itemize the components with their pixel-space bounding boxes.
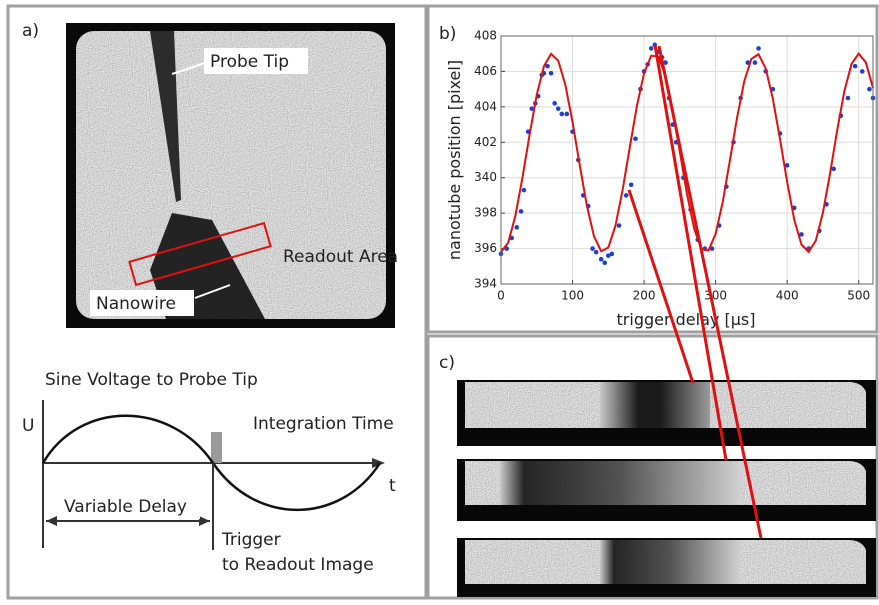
panel-frame bbox=[426, 4, 879, 334]
annotation: to Readout Image bbox=[222, 555, 374, 575]
data-point bbox=[548, 70, 554, 76]
data-point bbox=[552, 101, 557, 106]
panel-label: c) bbox=[439, 353, 455, 373]
image-label: Readout Area bbox=[283, 247, 398, 267]
axis-label: U bbox=[22, 416, 34, 436]
data-point bbox=[514, 225, 520, 230]
data-point bbox=[559, 111, 565, 117]
y-axis-label: nanotube position [pixel] bbox=[445, 60, 464, 260]
y-tick-label: 398 bbox=[474, 206, 497, 220]
panel-label: a) bbox=[22, 21, 39, 41]
data-point bbox=[623, 193, 629, 198]
data-point bbox=[598, 256, 604, 262]
y-tick-label: 408 bbox=[474, 29, 497, 43]
x-tick-label: 300 bbox=[704, 289, 727, 303]
x-axis-label: trigger delay [µs] bbox=[617, 310, 756, 329]
x-tick-label: 0 bbox=[497, 289, 505, 303]
image-label: Probe Tip bbox=[210, 52, 289, 72]
data-point bbox=[859, 69, 865, 74]
plot-border bbox=[500, 35, 874, 285]
annotation: Variable Delay bbox=[64, 497, 187, 517]
data-point bbox=[555, 106, 561, 111]
y-tick-label: 340 bbox=[474, 170, 497, 184]
x-tick-label: 200 bbox=[633, 289, 656, 303]
x-tick-label: 400 bbox=[776, 289, 799, 303]
y-tick-label: 406 bbox=[474, 64, 497, 78]
plot: 394 396 398 340 402 404 406 408 0 100 200 300 400 500 bbox=[474, 29, 876, 303]
y-tick-label: 394 bbox=[474, 277, 497, 291]
panel-label: b) bbox=[439, 24, 456, 44]
data-point bbox=[590, 246, 595, 251]
data-point bbox=[602, 260, 608, 266]
data-point bbox=[609, 251, 615, 257]
data-point bbox=[867, 86, 872, 92]
data-point bbox=[564, 111, 570, 117]
plot-area bbox=[500, 35, 874, 285]
fit-line bbox=[500, 52, 874, 254]
panel-frame bbox=[426, 334, 879, 600]
sem-image bbox=[66, 23, 395, 328]
schematic bbox=[41, 400, 385, 550]
data-point bbox=[606, 253, 611, 258]
image-label: Nanowire bbox=[96, 294, 176, 314]
x-tick-label: 100 bbox=[561, 289, 584, 303]
data-point bbox=[545, 63, 550, 69]
connector bbox=[627, 44, 763, 539]
annotation: Trigger bbox=[221, 530, 281, 550]
data-point bbox=[756, 46, 761, 51]
data-point bbox=[845, 95, 851, 101]
data-point bbox=[784, 163, 790, 168]
data-point bbox=[518, 209, 524, 214]
data-point bbox=[628, 182, 634, 188]
y-tick-label: 404 bbox=[474, 99, 497, 113]
data-point bbox=[709, 246, 715, 251]
data-point bbox=[663, 60, 668, 65]
axis-label: t bbox=[389, 476, 396, 496]
schematic-title: Sine Voltage to Probe Tip bbox=[45, 370, 258, 390]
annotation: Integration Time bbox=[253, 414, 394, 434]
y-tick-label: 396 bbox=[474, 241, 497, 255]
data-point bbox=[593, 249, 599, 255]
x-tick-label: 500 bbox=[847, 289, 870, 303]
data-point bbox=[521, 187, 527, 193]
readout-strips bbox=[457, 380, 876, 597]
panel-frame bbox=[6, 4, 428, 600]
y-tick-label: 402 bbox=[474, 135, 497, 149]
data-point bbox=[616, 223, 622, 228]
data-point bbox=[852, 63, 858, 69]
data-point bbox=[831, 166, 836, 172]
data-point bbox=[799, 232, 804, 237]
data-point bbox=[752, 60, 758, 65]
data-point bbox=[633, 136, 638, 142]
data-point bbox=[529, 106, 535, 111]
data-point bbox=[648, 46, 654, 51]
